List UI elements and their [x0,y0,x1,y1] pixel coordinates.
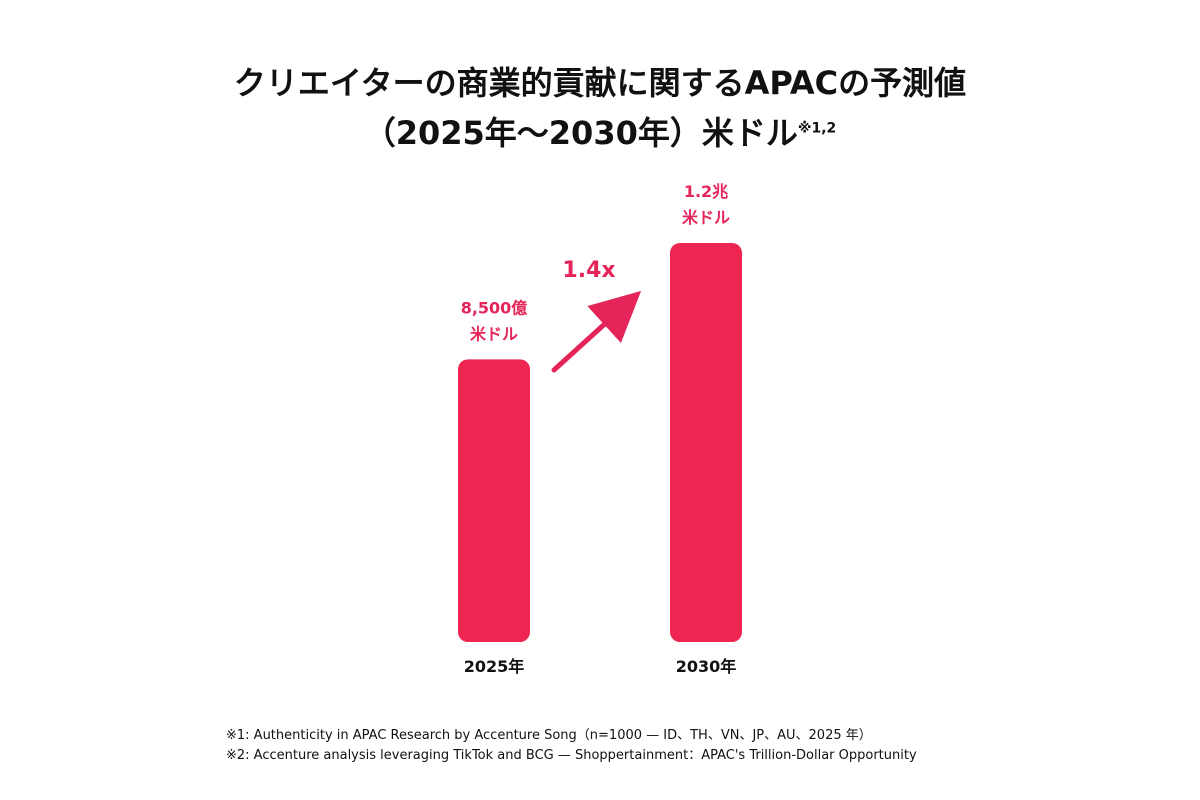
data-label-1-line-1: 米ドル [682,208,730,227]
x-tick-label-1: 2030年 [676,657,737,676]
chart-title-footnote-ref: ※1,2 [797,120,837,137]
footnotes: ※1: Authenticity in APAC Research by Acc… [226,726,1186,766]
chart-title-line-2-text: （2025年～2030年）米ドル [363,114,798,152]
growth-multiplier-label: 1.4x [562,258,615,283]
chart-title-line-1: クリエイターの商業的貢献に関するAPACの予測値 [233,64,967,102]
bar-0 [458,359,530,642]
chart-title-line-2: （2025年～2030年）米ドル※1,2 [0,108,1200,158]
footnote-2: ※2: Accenture analysis leveraging TikTok… [226,748,917,763]
data-label-0-line-1: 米ドル [470,324,518,343]
chart-title: クリエイターの商業的貢献に関するAPACの予測値 （2025年～2030年）米ド… [0,58,1200,158]
data-label-0-line-0: 8,500億 [461,298,528,317]
data-label-1-line-0: 1.2兆 [684,182,728,201]
bar-1 [670,243,742,642]
footnote-1: ※1: Authenticity in APAC Research by Acc… [226,728,872,743]
x-tick-label-0: 2025年 [464,657,525,676]
growth-arrow [551,290,642,373]
bars-layer [458,243,742,642]
growth-annotation: 1.4x [551,258,642,373]
